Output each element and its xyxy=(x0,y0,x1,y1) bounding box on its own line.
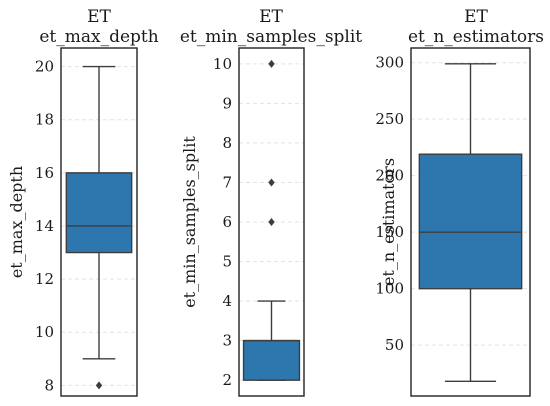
y-tick-label: 12 xyxy=(35,270,54,288)
box-iqr xyxy=(418,153,523,290)
chart-title-line: et_n_estimators xyxy=(408,27,544,47)
y-tick-label: 20 xyxy=(35,58,54,76)
box-iqr xyxy=(242,339,301,381)
y-tick-label: 16 xyxy=(35,164,54,182)
chart-title-line: ET xyxy=(259,7,283,27)
y-tick-label: 50 xyxy=(385,336,404,354)
box-iqr xyxy=(65,172,133,254)
outlier-point xyxy=(95,381,103,390)
y-tick-label: 200 xyxy=(375,167,404,185)
y-axis-label: et_min_samples_split xyxy=(180,136,199,308)
y-tick-label: 3 xyxy=(222,332,232,350)
y-tick-label: 2 xyxy=(222,371,232,389)
axes-frame xyxy=(238,47,305,397)
y-tick-label: 18 xyxy=(35,111,54,129)
y-tick-label: 14 xyxy=(35,217,54,235)
y-tick-label: 150 xyxy=(375,223,404,241)
axes-frame xyxy=(410,47,531,397)
chart-panel-2: ETet_min_samples_split2345678910et_min_s… xyxy=(180,7,362,397)
chart-title-line: ET xyxy=(464,7,488,27)
chart-title-line: et_min_samples_split xyxy=(180,27,362,47)
y-tick-label: 250 xyxy=(375,110,404,128)
y-tick-label: 8 xyxy=(222,134,232,152)
chart-title-line: et_max_depth xyxy=(39,27,158,47)
outlier-point xyxy=(268,178,275,187)
y-tick-label: 5 xyxy=(222,253,232,271)
chart-panel-3: ETet_n_estimators50100150200250300et_n_e… xyxy=(375,7,544,397)
y-tick-label: 4 xyxy=(222,292,232,310)
y-tick-label: 9 xyxy=(222,94,232,112)
chart-title-line: ET xyxy=(87,7,111,27)
axes-frame xyxy=(60,47,138,397)
y-tick-label: 100 xyxy=(375,280,404,298)
y-axis-label: et_max_depth xyxy=(7,166,26,278)
y-tick-label: 300 xyxy=(375,54,404,72)
y-tick-label: 10 xyxy=(35,323,54,341)
y-tick-label: 10 xyxy=(213,55,232,73)
y-tick-label: 6 xyxy=(222,213,232,231)
outlier-point xyxy=(268,218,275,226)
y-axis-label: et_n_estimators xyxy=(379,158,398,286)
y-tick-label: 7 xyxy=(222,173,232,191)
y-tick-label: 8 xyxy=(44,376,54,394)
outlier-point xyxy=(268,59,275,68)
